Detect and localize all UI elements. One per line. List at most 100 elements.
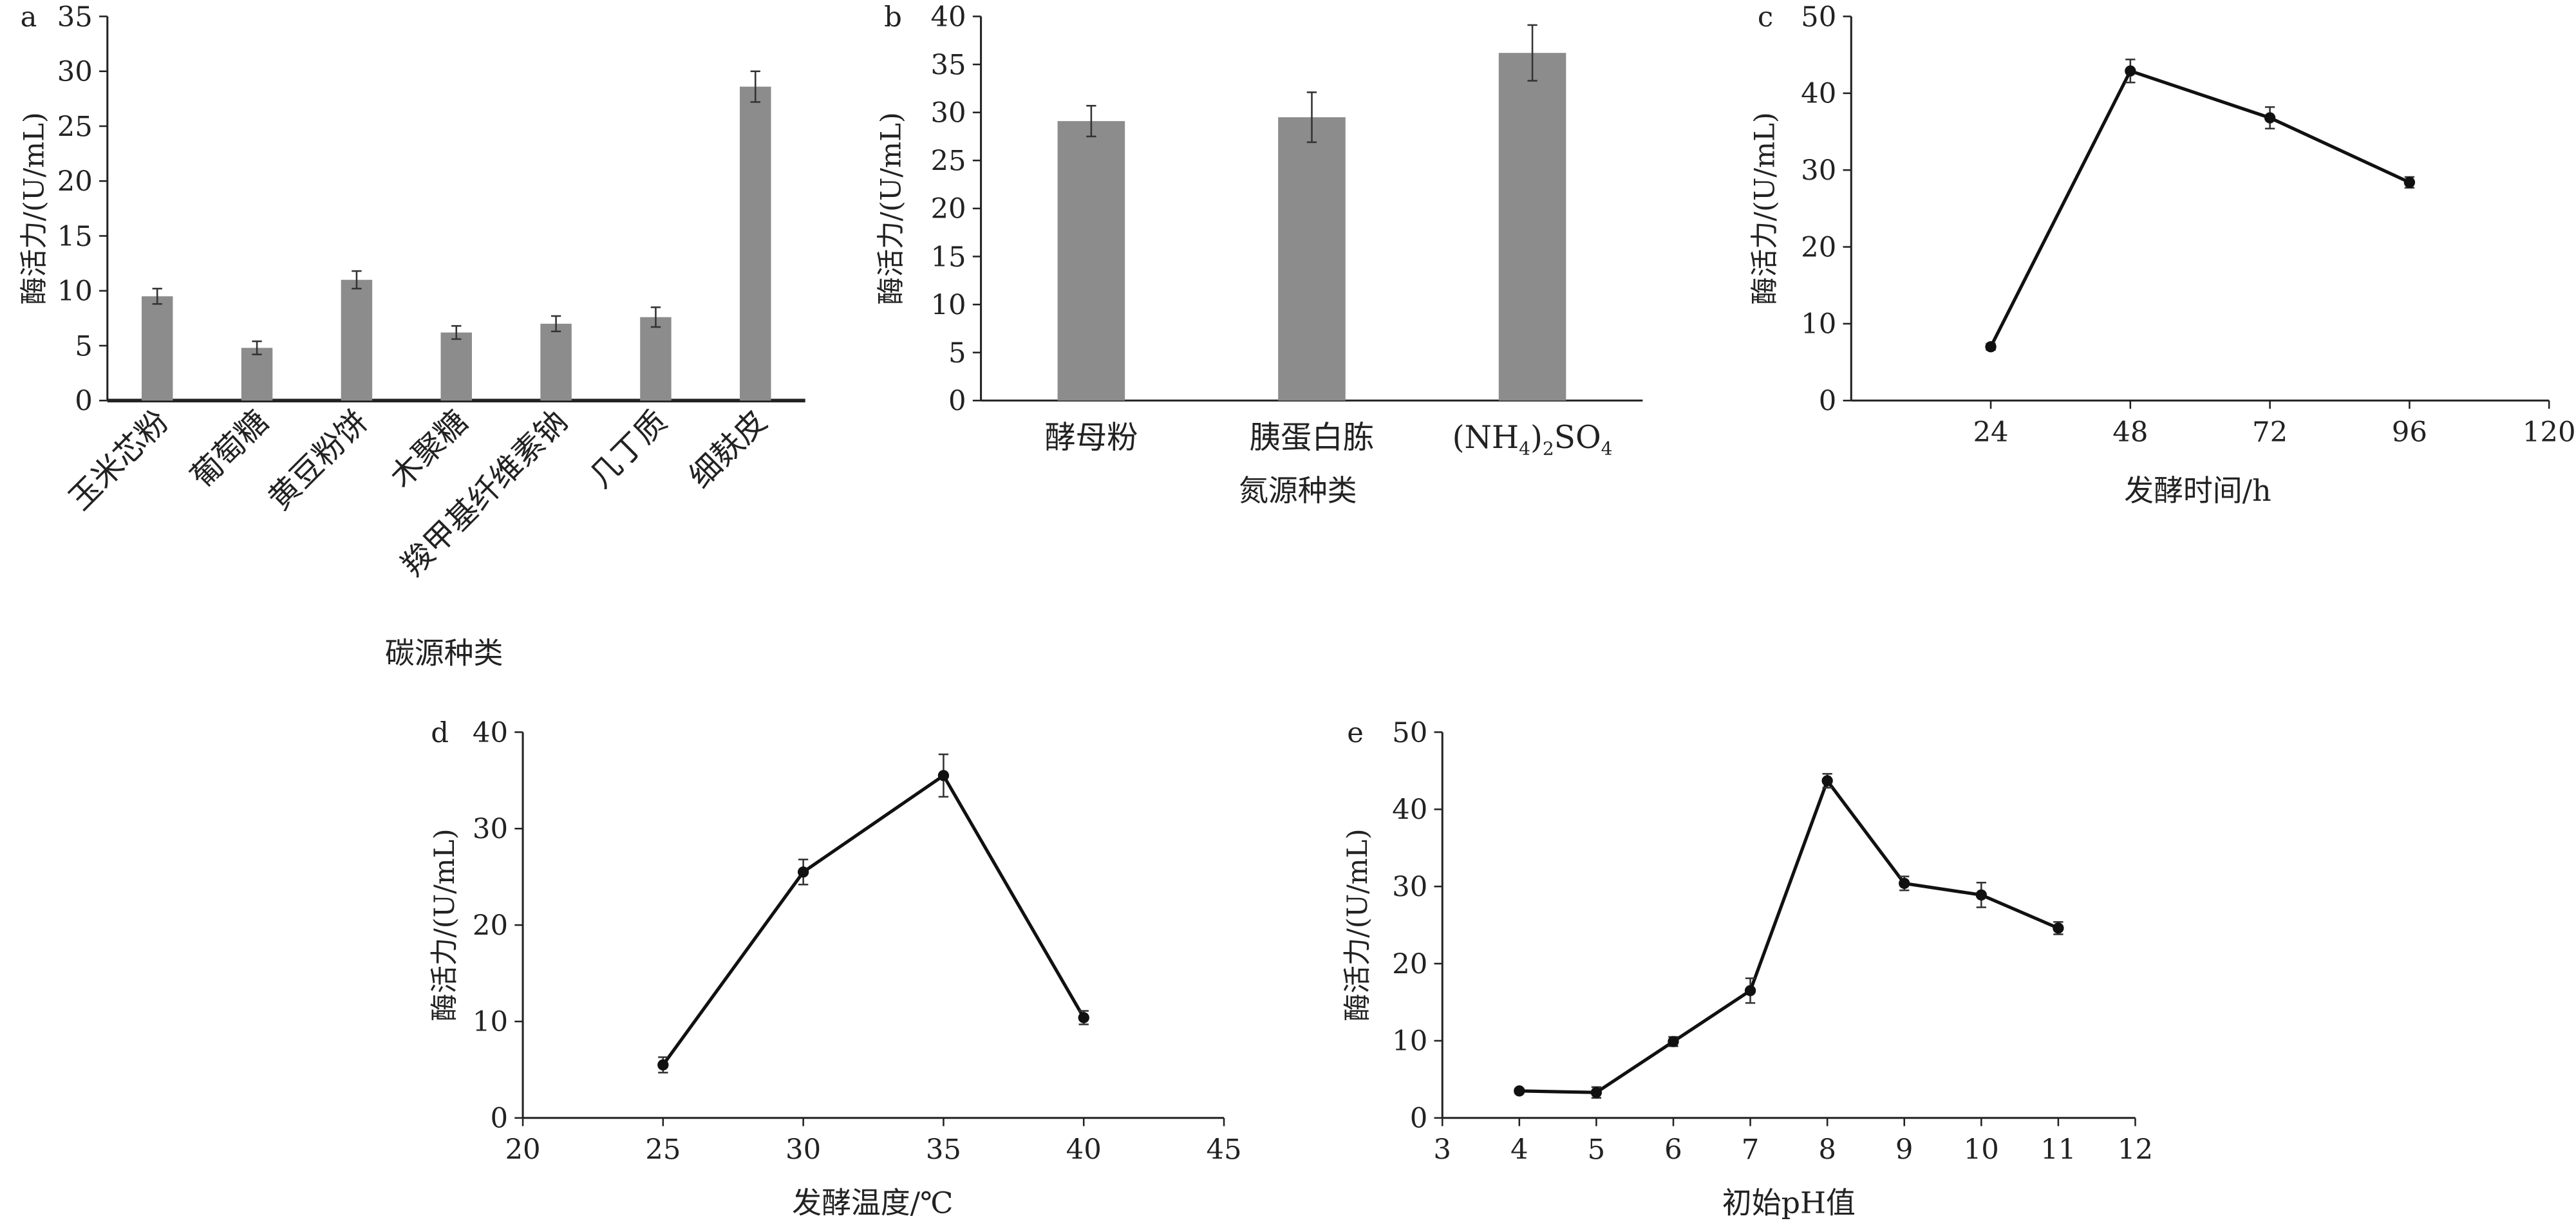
y-tick-label: 50 <box>1392 717 1427 749</box>
y-tick-label: 30 <box>1392 871 1427 903</box>
x-tick-label: 几丁质 <box>583 404 674 495</box>
chart-d: 0 10 20 30 40 酶活力/(U/mL) 发酵温度/℃ 20 25 30 35 40 45 <box>429 717 1242 1220</box>
x-tick-label: 3 <box>1433 1134 1451 1166</box>
x-axis-title: 发酵温度/℃ <box>792 1186 953 1220</box>
y-tick-label: 20 <box>57 166 93 198</box>
x-tick-label: 20 <box>505 1134 540 1166</box>
y-tick-label: 25 <box>930 145 966 178</box>
x-tick-label: 25 <box>645 1134 681 1166</box>
panel-b: b <box>884 1 902 33</box>
data-point <box>2053 922 2064 934</box>
data-point <box>1821 775 1833 787</box>
x-tick-label: 35 <box>926 1134 961 1166</box>
chart-c: 0 10 20 30 40 50 酶活力/(U/mL) 发酵时间/h 24 48 72 96 120 <box>1749 1 2575 508</box>
bar <box>1498 53 1566 401</box>
panel-label: c <box>1758 1 1773 33</box>
y-tick-label: 0 <box>1819 386 1837 418</box>
x-tick-label: 24 <box>1973 416 2008 449</box>
panel-a: a <box>21 1 37 33</box>
bar <box>440 332 472 401</box>
data-point <box>1975 889 1987 901</box>
y-tick-label: 20 <box>473 910 508 942</box>
bar <box>540 323 572 401</box>
y-axis-title: 酶活力/(U/mL) <box>429 828 461 1021</box>
y-tick-label: 40 <box>1392 794 1427 826</box>
y-axis-title: 酶活力/(U/mL) <box>876 112 908 304</box>
data-point <box>2403 176 2416 188</box>
bar <box>142 296 173 401</box>
y-tick-label: 10 <box>473 1006 508 1038</box>
data-point <box>1985 341 1997 353</box>
x-tick-label: 4 <box>1510 1134 1528 1166</box>
data-point <box>2264 112 2276 124</box>
data-point <box>1744 985 1756 996</box>
panel-label: b <box>884 1 902 33</box>
x-tick-label: (NH4)2SO4 <box>1453 420 1613 459</box>
chart-b: 0 5 10 15 20 25 30 35 40 酶活力/(U/mL) 氮源种类 酵母粉 胰蛋白胨 (NH… <box>876 1 1643 508</box>
x-tick-label: 48 <box>2112 416 2148 449</box>
x-tick-label: 胰蛋白胨 <box>1250 420 1375 456</box>
y-tick-label: 35 <box>930 49 966 81</box>
bar <box>241 348 273 401</box>
y-tick-label: 10 <box>1392 1025 1427 1058</box>
x-tick-label: 9 <box>1895 1134 1913 1166</box>
x-tick-label: 5 <box>1588 1134 1606 1166</box>
x-tick-label: 11 <box>2040 1134 2076 1166</box>
y-tick-label: 40 <box>930 1 966 33</box>
x-tick-label: 120 <box>2523 416 2576 449</box>
series-line <box>1989 69 2411 348</box>
data-point <box>1899 877 1910 890</box>
y-tick-label: 0 <box>1410 1103 1428 1135</box>
y-tick-label: 30 <box>473 814 508 846</box>
y-tick-label: 0 <box>491 1103 509 1135</box>
data-point <box>1668 1036 1679 1047</box>
y-tick-label: 0 <box>75 386 93 418</box>
y-axis-title: 酶活力/(U/mL) <box>1342 828 1374 1021</box>
y-tick-label: 15 <box>57 221 93 253</box>
x-tick-label: 木聚糖 <box>383 404 475 495</box>
x-axis-title: 初始pH值 <box>1722 1186 1856 1220</box>
panel-label: a <box>21 1 37 33</box>
x-axis-title: 氮源种类 <box>1239 473 1357 508</box>
series-line <box>661 773 1086 1066</box>
x-tick-label: 玉米芯粉 <box>62 404 176 518</box>
x-tick-label: 12 <box>2118 1134 2153 1166</box>
x-axis-title: 碳源种类 <box>385 635 503 670</box>
bar <box>341 279 373 401</box>
y-tick-label: 10 <box>1801 308 1836 341</box>
bar <box>640 317 672 401</box>
panel-label: e <box>1347 717 1364 749</box>
y-tick-label: 5 <box>948 337 966 369</box>
data-point <box>1590 1087 1603 1098</box>
bar <box>740 86 771 401</box>
data-point <box>1514 1085 1525 1097</box>
bar <box>1057 121 1125 401</box>
x-tick-label: 葡萄糖 <box>184 404 276 495</box>
y-tick-label: 40 <box>473 717 508 749</box>
series-line <box>1519 777 2059 1094</box>
y-axis-title: 酶活力/(U/mL) <box>18 112 50 304</box>
x-tick-label: 6 <box>1664 1134 1682 1166</box>
y-tick-label: 20 <box>930 193 966 225</box>
y-tick-label: 5 <box>75 330 93 362</box>
y-tick-label: 25 <box>57 111 93 143</box>
data-point <box>2125 65 2136 77</box>
x-tick-label: 10 <box>1964 1134 1999 1166</box>
y-tick-label: 30 <box>57 56 93 88</box>
data-point <box>1078 1012 1089 1023</box>
bar <box>1278 117 1346 401</box>
x-tick-label: 96 <box>2392 416 2427 449</box>
x-tick-label: 细麸皮 <box>682 404 774 495</box>
data-point <box>797 866 809 878</box>
chart-e: 0 10 20 30 40 50 酶活力/(U/mL) 初始pH值 3 4 5 6 7 8 9 10 11 12 <box>1342 717 2153 1220</box>
y-tick-label: 10 <box>930 289 966 321</box>
y-tick-label: 50 <box>1801 1 1836 33</box>
panel-e: e <box>1347 717 1364 749</box>
panel-label: d <box>431 717 449 749</box>
y-tick-label: 30 <box>930 97 966 129</box>
x-tick-label: 酵母粉 <box>1044 420 1138 456</box>
y-tick-label: 35 <box>57 1 93 33</box>
x-tick-label: 72 <box>2252 416 2288 449</box>
panel-c: c <box>1758 1 1773 33</box>
